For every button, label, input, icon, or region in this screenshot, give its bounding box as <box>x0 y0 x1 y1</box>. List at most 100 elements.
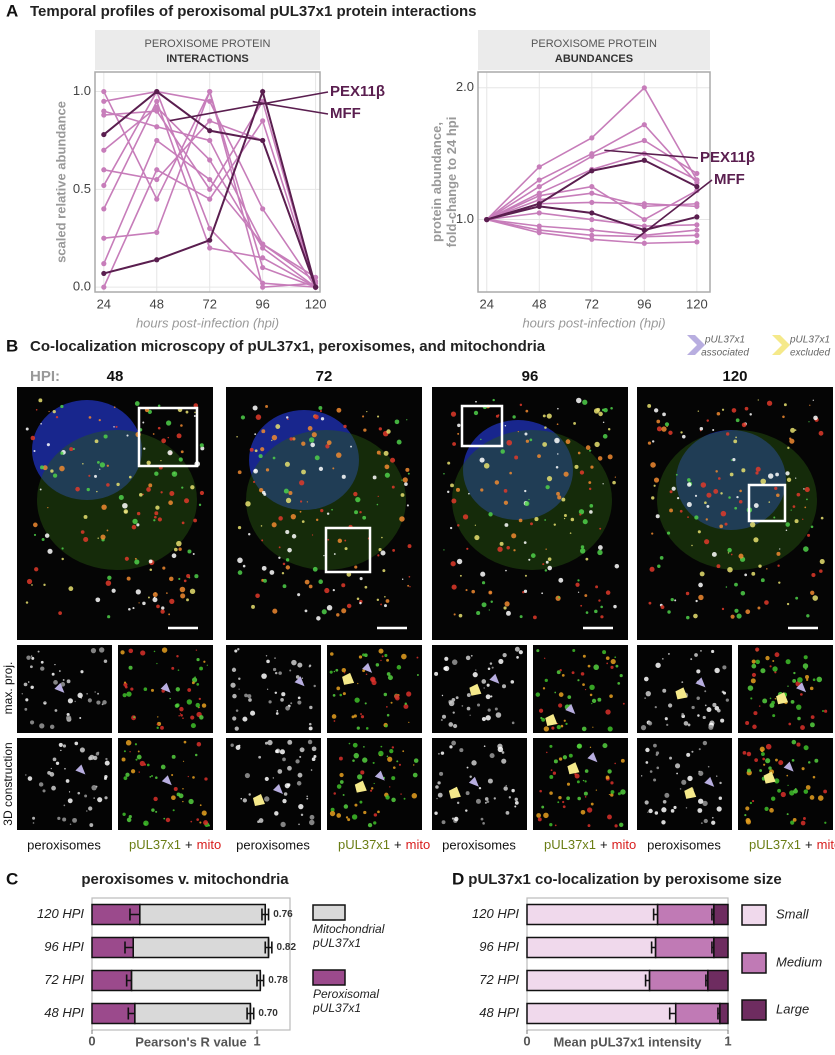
speckle <box>791 739 797 745</box>
speckle <box>734 582 738 587</box>
speckle <box>504 601 510 607</box>
speckle <box>25 698 29 702</box>
speckle <box>691 705 695 710</box>
speckle <box>60 682 66 687</box>
speckle <box>136 511 141 516</box>
speckle <box>407 544 412 549</box>
speckle <box>549 744 553 748</box>
speckle <box>505 784 507 787</box>
speckle <box>121 757 126 762</box>
speckle <box>163 817 166 820</box>
speckle <box>360 715 365 719</box>
speckle <box>62 679 65 681</box>
point <box>641 223 647 229</box>
speckle <box>237 648 240 651</box>
point <box>641 122 647 128</box>
speckle <box>620 789 626 795</box>
speckle <box>155 776 158 779</box>
x-tick-label: 96 <box>637 296 651 311</box>
speckle <box>391 485 395 489</box>
speckle <box>720 718 725 723</box>
speckle <box>362 515 367 520</box>
speckle <box>196 818 200 821</box>
speckle <box>765 743 772 750</box>
speckle <box>614 824 618 828</box>
speckle <box>691 750 694 753</box>
point <box>154 257 160 263</box>
row-label: 3D construction <box>1 742 15 825</box>
speckle <box>562 805 566 809</box>
speckle <box>40 660 44 664</box>
point <box>260 255 266 261</box>
speckle <box>281 692 286 697</box>
speckle <box>670 597 674 602</box>
speckle <box>514 797 518 802</box>
speckle <box>614 656 617 659</box>
speckle <box>590 465 594 469</box>
point <box>154 196 160 202</box>
speckle <box>819 559 825 565</box>
speckle <box>809 722 815 728</box>
speckle <box>786 477 792 482</box>
speckle <box>456 801 460 805</box>
y-tick-label: 1.0 <box>73 83 91 98</box>
speckle <box>57 816 61 820</box>
speckle <box>62 817 67 822</box>
speckle <box>481 679 487 684</box>
speckle <box>525 439 530 443</box>
speckle <box>792 818 797 822</box>
speckle <box>134 401 140 406</box>
speckle <box>668 703 673 708</box>
speckle <box>309 437 315 443</box>
speckle <box>261 565 267 571</box>
speckle <box>700 482 707 488</box>
speckle <box>252 480 256 484</box>
speckle <box>238 744 241 747</box>
speckle <box>501 684 507 689</box>
speckle <box>178 793 184 799</box>
speckle <box>187 688 192 692</box>
speckle <box>487 667 491 671</box>
speckle <box>551 726 555 730</box>
header-text: ABUNDANCES <box>555 53 633 65</box>
point <box>101 112 107 118</box>
point <box>101 108 107 114</box>
bar <box>91 969 133 992</box>
speckle <box>589 746 592 749</box>
speckle <box>514 800 519 805</box>
speckle <box>134 743 138 746</box>
speckle <box>367 822 373 828</box>
speckle <box>434 671 439 676</box>
speckle <box>666 531 671 535</box>
speckle <box>255 414 262 420</box>
speckle <box>524 574 527 577</box>
speckle <box>451 659 458 665</box>
speckle <box>591 702 593 705</box>
speckle <box>554 824 557 827</box>
speckle <box>647 811 649 813</box>
speckle <box>553 759 558 764</box>
legend-swatch <box>312 969 346 986</box>
speckle <box>753 711 758 716</box>
speckle <box>193 518 197 523</box>
speckle <box>673 805 677 810</box>
speckle <box>543 812 549 819</box>
y-tick-label: 48 HPI <box>44 1005 84 1020</box>
speckle <box>542 687 546 690</box>
speckle <box>178 577 181 581</box>
speckle <box>176 433 182 439</box>
speckle <box>593 664 599 671</box>
speckle <box>466 706 471 711</box>
speckle <box>641 775 643 777</box>
speckle <box>199 715 204 720</box>
speckle <box>602 743 608 749</box>
speckle <box>484 801 487 804</box>
speckle <box>345 816 349 819</box>
speckle <box>712 428 715 432</box>
speckle <box>794 429 797 432</box>
speckle <box>306 795 308 797</box>
speckle <box>30 665 33 669</box>
speckle <box>237 470 242 475</box>
speckle <box>128 475 132 479</box>
speckle <box>576 780 580 784</box>
